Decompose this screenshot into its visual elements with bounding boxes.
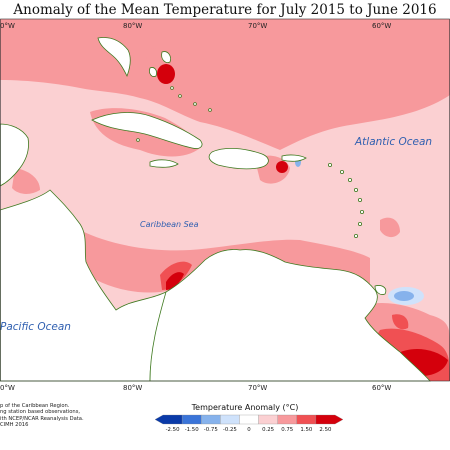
map-title: Anomaly of the Mean Temperature for July… — [13, 2, 437, 18]
land-florida — [97, 37, 131, 77]
lon-top-60: 60°W — [372, 22, 391, 30]
land-bahamas-andros — [149, 67, 157, 77]
land-bahamas-island — [161, 51, 171, 63]
anomaly-yucatan-patch — [12, 168, 40, 194]
credits-line: p of the Caribbean Region. — [0, 403, 70, 409]
anomaly-trinidad-high — [392, 314, 409, 330]
anomaly-bahamas-max — [157, 64, 175, 84]
anomaly-guyana-cool-inner — [394, 291, 414, 301]
caribbean-sea-label: Caribbean Sea — [140, 220, 199, 229]
credits-line: ng station based observations, — [0, 409, 81, 416]
anomaly-east-antilles-patch — [380, 217, 400, 238]
land-hispaniola — [208, 148, 269, 170]
anomaly-hispaniola-max — [276, 161, 288, 173]
pacific-ocean-label: Pacific Ocean — [0, 321, 71, 333]
lon-bottom-80: 80°W — [123, 384, 142, 392]
land-puerto-rico — [281, 154, 307, 162]
credits-line: CIMH 2016 — [0, 421, 29, 428]
lesser-antilles — [136, 86, 364, 238]
credits-line: ith NCEP/NCAR Reanalysis Data. — [0, 415, 84, 422]
land-masses — [0, 37, 431, 382]
land-south-america — [149, 249, 431, 382]
lon-bottom-70: 70°W — [248, 384, 267, 392]
lon-bottom-edge: 0°W — [0, 384, 15, 392]
land-jamaica — [149, 159, 179, 168]
credits-text: p of the Caribbean Region. ng station ba… — [0, 403, 140, 428]
anomaly-venezuela-max — [166, 272, 184, 290]
land-cuba — [91, 112, 203, 149]
land-trinidad — [374, 285, 387, 295]
lon-bottom-60: 60°W — [372, 384, 391, 392]
legend-title: Temperature Anomaly (°C) — [191, 403, 299, 412]
atlantic-ocean-label: Atlantic Ocean — [354, 136, 432, 148]
land-yucatan — [0, 123, 29, 187]
lon-top-edge: 0°W — [0, 22, 15, 30]
lon-top-70: 70°W — [248, 22, 267, 30]
anomaly-cool-regions — [295, 157, 424, 305]
lon-top-80: 80°W — [123, 22, 142, 30]
